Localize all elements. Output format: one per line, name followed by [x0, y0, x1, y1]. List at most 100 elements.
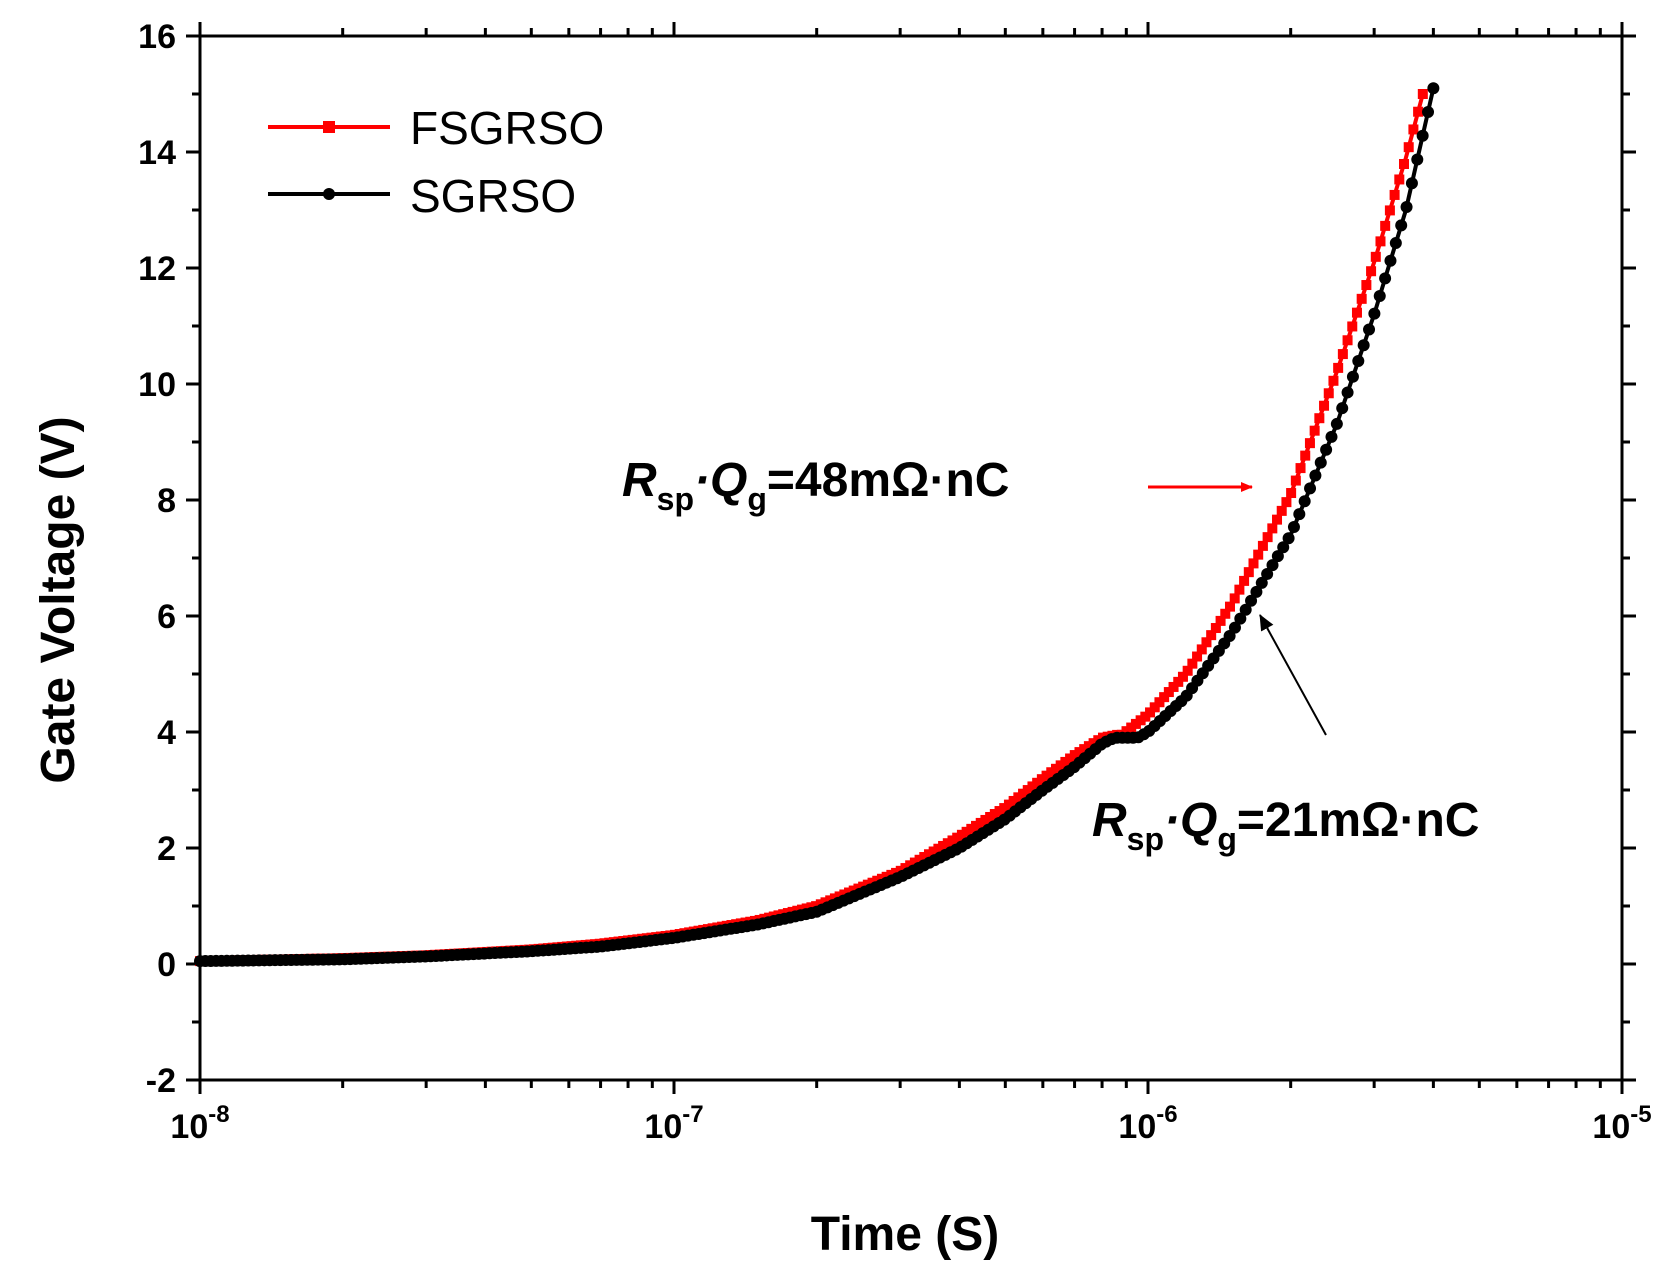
- data-point-fsgrso: [1304, 438, 1315, 449]
- data-point-fsgrso: [1220, 608, 1231, 619]
- legend-entry-fsgrso: FSGRSO: [268, 102, 604, 154]
- data-point-sgrso: [1427, 82, 1440, 95]
- y-tick-label: 8: [157, 482, 176, 520]
- data-point-sgrso: [1277, 541, 1290, 554]
- data-point-fsgrso: [1319, 400, 1330, 411]
- y-tick-label: 6: [157, 598, 176, 636]
- y-tick-label: 10: [138, 366, 176, 404]
- y-tick-label: 4: [157, 714, 176, 752]
- data-point-sgrso: [1271, 550, 1284, 563]
- data-point-fsgrso: [1300, 450, 1311, 461]
- data-point-fsgrso: [1229, 593, 1240, 604]
- data-point-sgrso: [1314, 456, 1327, 469]
- data-point-fsgrso: [1154, 697, 1165, 708]
- data-point-fsgrso: [1323, 388, 1334, 399]
- data-point-sgrso: [1287, 520, 1300, 533]
- data-point-fsgrso: [1361, 280, 1372, 291]
- data-point-fsgrso: [1394, 174, 1405, 185]
- legend-label-sgrso: SGRSO: [410, 170, 576, 222]
- data-point-sgrso: [1293, 508, 1306, 521]
- data-point-fsgrso: [1276, 505, 1287, 516]
- data-point-fsgrso: [1253, 549, 1264, 560]
- data-point-fsgrso: [1267, 523, 1278, 534]
- y-tick-label: 16: [138, 18, 176, 56]
- data-point-sgrso: [1325, 430, 1338, 443]
- data-point-fsgrso: [1290, 475, 1301, 486]
- data-point-fsgrso: [1328, 375, 1339, 386]
- data-point-fsgrso: [1380, 220, 1391, 231]
- data-point-fsgrso: [1248, 558, 1259, 569]
- data-point-fsgrso: [1239, 575, 1250, 586]
- data-point-sgrso: [1379, 272, 1392, 285]
- data-point-sgrso: [1336, 402, 1349, 415]
- x-tick-label: 10-5: [1592, 1101, 1651, 1146]
- data-point-sgrso: [1261, 568, 1274, 581]
- data-point-fsgrso: [1196, 644, 1207, 655]
- data-point-sgrso: [1234, 612, 1247, 625]
- data-point-fsgrso: [1333, 362, 1344, 373]
- y-tick-label: 2: [157, 830, 176, 868]
- data-point-fsgrso: [1403, 142, 1414, 153]
- y-axis-title: Gate Voltage (V): [32, 416, 85, 783]
- data-point-fsgrso: [1281, 497, 1292, 508]
- data-point-sgrso: [1228, 621, 1241, 634]
- data-point-fsgrso: [1309, 425, 1320, 436]
- data-point-fsgrso: [1347, 321, 1358, 332]
- data-point-sgrso: [1422, 105, 1435, 118]
- data-point-fsgrso: [1272, 514, 1283, 525]
- y-tick-label: 12: [138, 250, 176, 288]
- data-point-fsgrso: [1375, 236, 1386, 247]
- legend-marker-fsgrso: [323, 121, 335, 133]
- data-point-fsgrso: [1351, 307, 1362, 318]
- data-point-fsgrso: [1192, 651, 1203, 662]
- x-tick-label: 10-6: [1118, 1101, 1177, 1146]
- data-point-fsgrso: [1262, 532, 1273, 543]
- annotation-sgrso-arrow: [1259, 614, 1327, 736]
- annotation-sgrso: Rsp·Qg=21mΩ·nC: [1092, 614, 1479, 857]
- data-point-sgrso: [1405, 177, 1418, 190]
- series-sgrso: [194, 82, 1440, 968]
- data-point-fsgrso: [1168, 681, 1179, 692]
- data-point-fsgrso: [1224, 601, 1235, 612]
- data-point-fsgrso: [1384, 205, 1395, 216]
- data-point-sgrso: [1239, 603, 1252, 616]
- y-tick-label: 0: [157, 946, 176, 984]
- data-point-sgrso: [1373, 289, 1386, 302]
- data-point-sgrso: [1416, 129, 1429, 142]
- data-point-fsgrso: [1337, 349, 1348, 360]
- data-point-sgrso: [1368, 307, 1381, 320]
- legend: FSGRSO SGRSO: [268, 102, 604, 222]
- legend-marker-sgrso: [323, 188, 335, 200]
- data-point-fsgrso: [1399, 158, 1410, 169]
- data-point-fsgrso: [1295, 463, 1306, 474]
- data-point-fsgrso: [1389, 189, 1400, 200]
- data-point-sgrso: [1330, 417, 1343, 430]
- data-point-fsgrso: [1163, 687, 1174, 698]
- x-axis-title: Time (S): [811, 1208, 999, 1261]
- data-point-sgrso: [1309, 469, 1322, 482]
- legend-label-fsgrso: FSGRSO: [410, 102, 604, 154]
- data-point-fsgrso: [1408, 124, 1419, 135]
- data-point-fsgrso: [1366, 266, 1377, 277]
- data-point-fsgrso: [1342, 335, 1353, 346]
- data-point-fsgrso: [1413, 106, 1424, 117]
- data-point-fsgrso: [1286, 488, 1297, 499]
- data-point-fsgrso: [1177, 671, 1188, 682]
- data-point-sgrso: [1245, 594, 1258, 607]
- data-point-sgrso: [1282, 532, 1295, 545]
- data-point-fsgrso: [1215, 615, 1226, 626]
- data-point-fsgrso: [1182, 665, 1193, 676]
- data-point-sgrso: [1346, 370, 1359, 383]
- data-point-sgrso: [1400, 201, 1413, 214]
- data-point-sgrso: [1389, 237, 1402, 250]
- data-point-sgrso: [1395, 219, 1408, 232]
- data-point-fsgrso: [1243, 567, 1254, 578]
- data-point-sgrso: [1320, 443, 1333, 456]
- data-point-fsgrso: [1370, 251, 1381, 262]
- data-point-sgrso: [1411, 153, 1424, 166]
- data-point-sgrso: [1298, 495, 1311, 508]
- data-point-fsgrso: [1187, 658, 1198, 669]
- data-point-fsgrso: [1159, 692, 1170, 703]
- data-point-fsgrso: [1356, 293, 1367, 304]
- annotation-fsgrso: Rsp·Qg=48mΩ·nC: [622, 454, 1253, 517]
